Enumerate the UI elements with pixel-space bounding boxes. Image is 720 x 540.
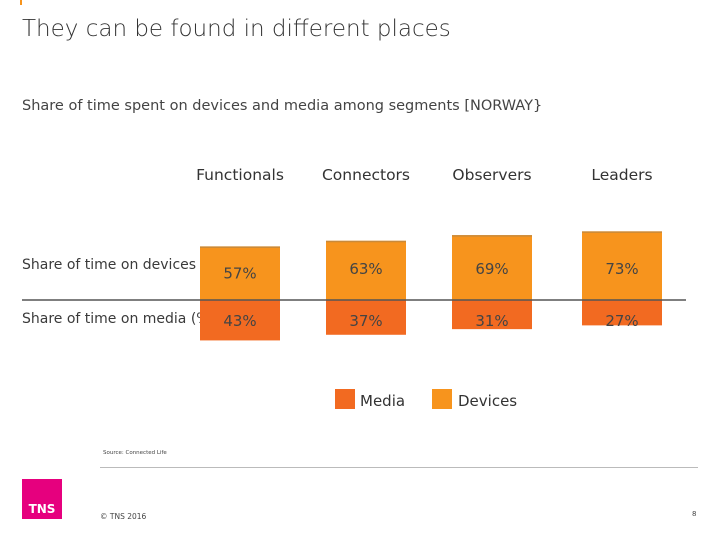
row-label-devices: Share of time on devices (%) <box>22 257 225 273</box>
value-label-media-connectors: 37% <box>349 312 382 330</box>
bar-devices-leaders <box>582 231 662 300</box>
value-label-media-observers: 31% <box>475 312 508 330</box>
category-label-connectors: Connectors <box>322 166 410 184</box>
bar-media-connectors <box>326 300 406 335</box>
bar-cap-connectors <box>326 240 406 243</box>
chart-subtitle: Share of time spent on devices and media… <box>22 98 543 114</box>
copyright-text: © TNS 2016 <box>100 512 147 521</box>
bar-cap-leaders <box>582 231 662 233</box>
bar-cap-functionals <box>200 246 280 248</box>
value-label-devices-leaders: 73% <box>605 260 638 278</box>
category-label-leaders: Leaders <box>591 166 652 184</box>
bar-devices-functionals <box>200 246 280 300</box>
page-number: 8 <box>692 510 697 518</box>
legend-swatch-devices <box>432 389 452 409</box>
category-label-observers: Observers <box>452 166 531 184</box>
bar-cap-observers <box>452 235 532 237</box>
value-label-media-leaders: 27% <box>605 312 638 330</box>
page-title: They can be found in different places <box>22 16 451 42</box>
row-label-media: Share of time on media (%) <box>22 311 216 327</box>
bar-devices-connectors <box>326 240 406 300</box>
logo-text: TNS <box>28 502 56 516</box>
bar-devices-observers <box>452 235 532 300</box>
footer-divider <box>100 467 698 468</box>
legend-swatch-media <box>335 389 355 409</box>
bar-media-observers <box>452 300 532 330</box>
value-label-devices-functionals: 57% <box>223 264 256 282</box>
bar-media-leaders <box>582 300 662 326</box>
corner-accent <box>20 0 22 5</box>
tns-logo: TNS <box>22 479 62 519</box>
value-label-devices-observers: 69% <box>475 260 508 278</box>
value-label-media-functionals: 43% <box>223 312 256 330</box>
value-label-devices-connectors: 63% <box>349 260 382 278</box>
bar-media-functionals <box>200 300 280 341</box>
category-label-functionals: Functionals <box>196 166 284 184</box>
legend-label-media: Media <box>360 392 405 410</box>
legend-label-devices: Devices <box>458 392 517 410</box>
source-note: Source: Connected Life <box>103 450 167 456</box>
